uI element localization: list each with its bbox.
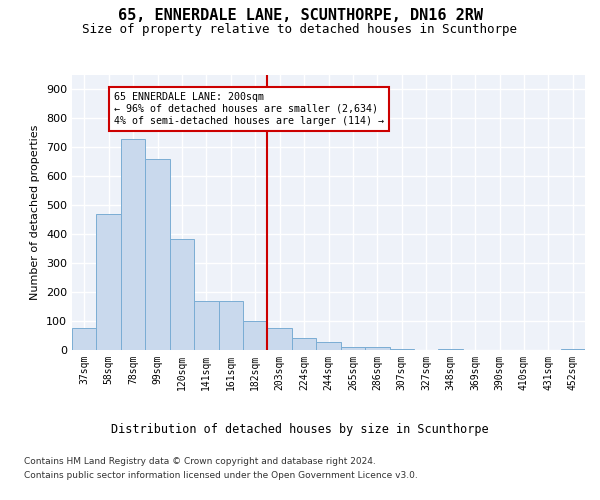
Bar — [316, 342, 341, 350]
Bar — [341, 346, 365, 350]
Bar — [194, 301, 218, 350]
Bar — [72, 328, 97, 350]
Bar — [243, 321, 268, 350]
Bar — [439, 348, 463, 350]
Bar — [170, 238, 194, 350]
Bar — [292, 338, 316, 350]
Y-axis label: Number of detached properties: Number of detached properties — [31, 125, 40, 300]
Bar — [389, 348, 414, 350]
Text: Contains public sector information licensed under the Open Government Licence v3: Contains public sector information licen… — [24, 471, 418, 480]
Text: Contains HM Land Registry data © Crown copyright and database right 2024.: Contains HM Land Registry data © Crown c… — [24, 458, 376, 466]
Bar — [268, 328, 292, 350]
Text: Size of property relative to detached houses in Scunthorpe: Size of property relative to detached ho… — [83, 22, 517, 36]
Text: 65 ENNERDALE LANE: 200sqm
← 96% of detached houses are smaller (2,634)
4% of sem: 65 ENNERDALE LANE: 200sqm ← 96% of detac… — [113, 92, 383, 126]
Bar — [560, 348, 585, 350]
Bar — [145, 159, 170, 350]
Bar — [97, 214, 121, 350]
Text: 65, ENNERDALE LANE, SCUNTHORPE, DN16 2RW: 65, ENNERDALE LANE, SCUNTHORPE, DN16 2RW — [118, 8, 482, 22]
Text: Distribution of detached houses by size in Scunthorpe: Distribution of detached houses by size … — [111, 422, 489, 436]
Bar — [218, 301, 243, 350]
Bar — [365, 347, 389, 350]
Bar — [121, 138, 145, 350]
